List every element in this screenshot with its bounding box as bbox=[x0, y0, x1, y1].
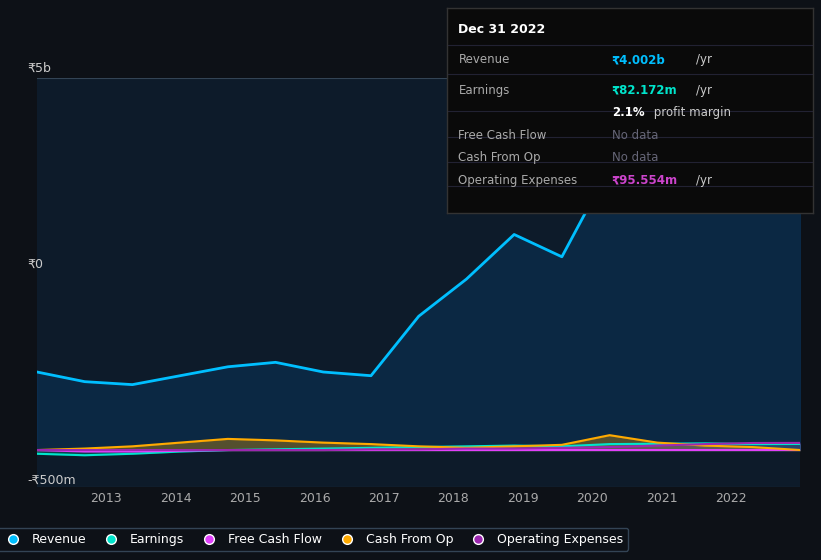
Text: /yr: /yr bbox=[696, 174, 712, 186]
Text: profit margin: profit margin bbox=[650, 106, 732, 119]
Text: Cash From Op: Cash From Op bbox=[458, 151, 541, 164]
Text: Revenue: Revenue bbox=[458, 53, 510, 66]
Text: Free Cash Flow: Free Cash Flow bbox=[458, 129, 547, 142]
Text: -₹500m: -₹500m bbox=[28, 474, 76, 487]
Text: ₹82.172m: ₹82.172m bbox=[612, 83, 677, 97]
Text: ₹0: ₹0 bbox=[28, 258, 44, 271]
Text: 2.1%: 2.1% bbox=[612, 106, 644, 119]
Text: ₹5b: ₹5b bbox=[28, 62, 52, 75]
Text: /yr: /yr bbox=[696, 83, 712, 97]
Text: Operating Expenses: Operating Expenses bbox=[458, 174, 578, 186]
Text: /yr: /yr bbox=[696, 53, 712, 66]
Text: Earnings: Earnings bbox=[458, 83, 510, 97]
Text: ₹95.554m: ₹95.554m bbox=[612, 174, 678, 186]
Text: No data: No data bbox=[612, 151, 658, 164]
Legend: Revenue, Earnings, Free Cash Flow, Cash From Op, Operating Expenses: Revenue, Earnings, Free Cash Flow, Cash … bbox=[0, 528, 628, 551]
Text: ₹4.002b: ₹4.002b bbox=[612, 53, 666, 66]
Text: No data: No data bbox=[612, 129, 658, 142]
Text: Dec 31 2022: Dec 31 2022 bbox=[458, 23, 546, 36]
